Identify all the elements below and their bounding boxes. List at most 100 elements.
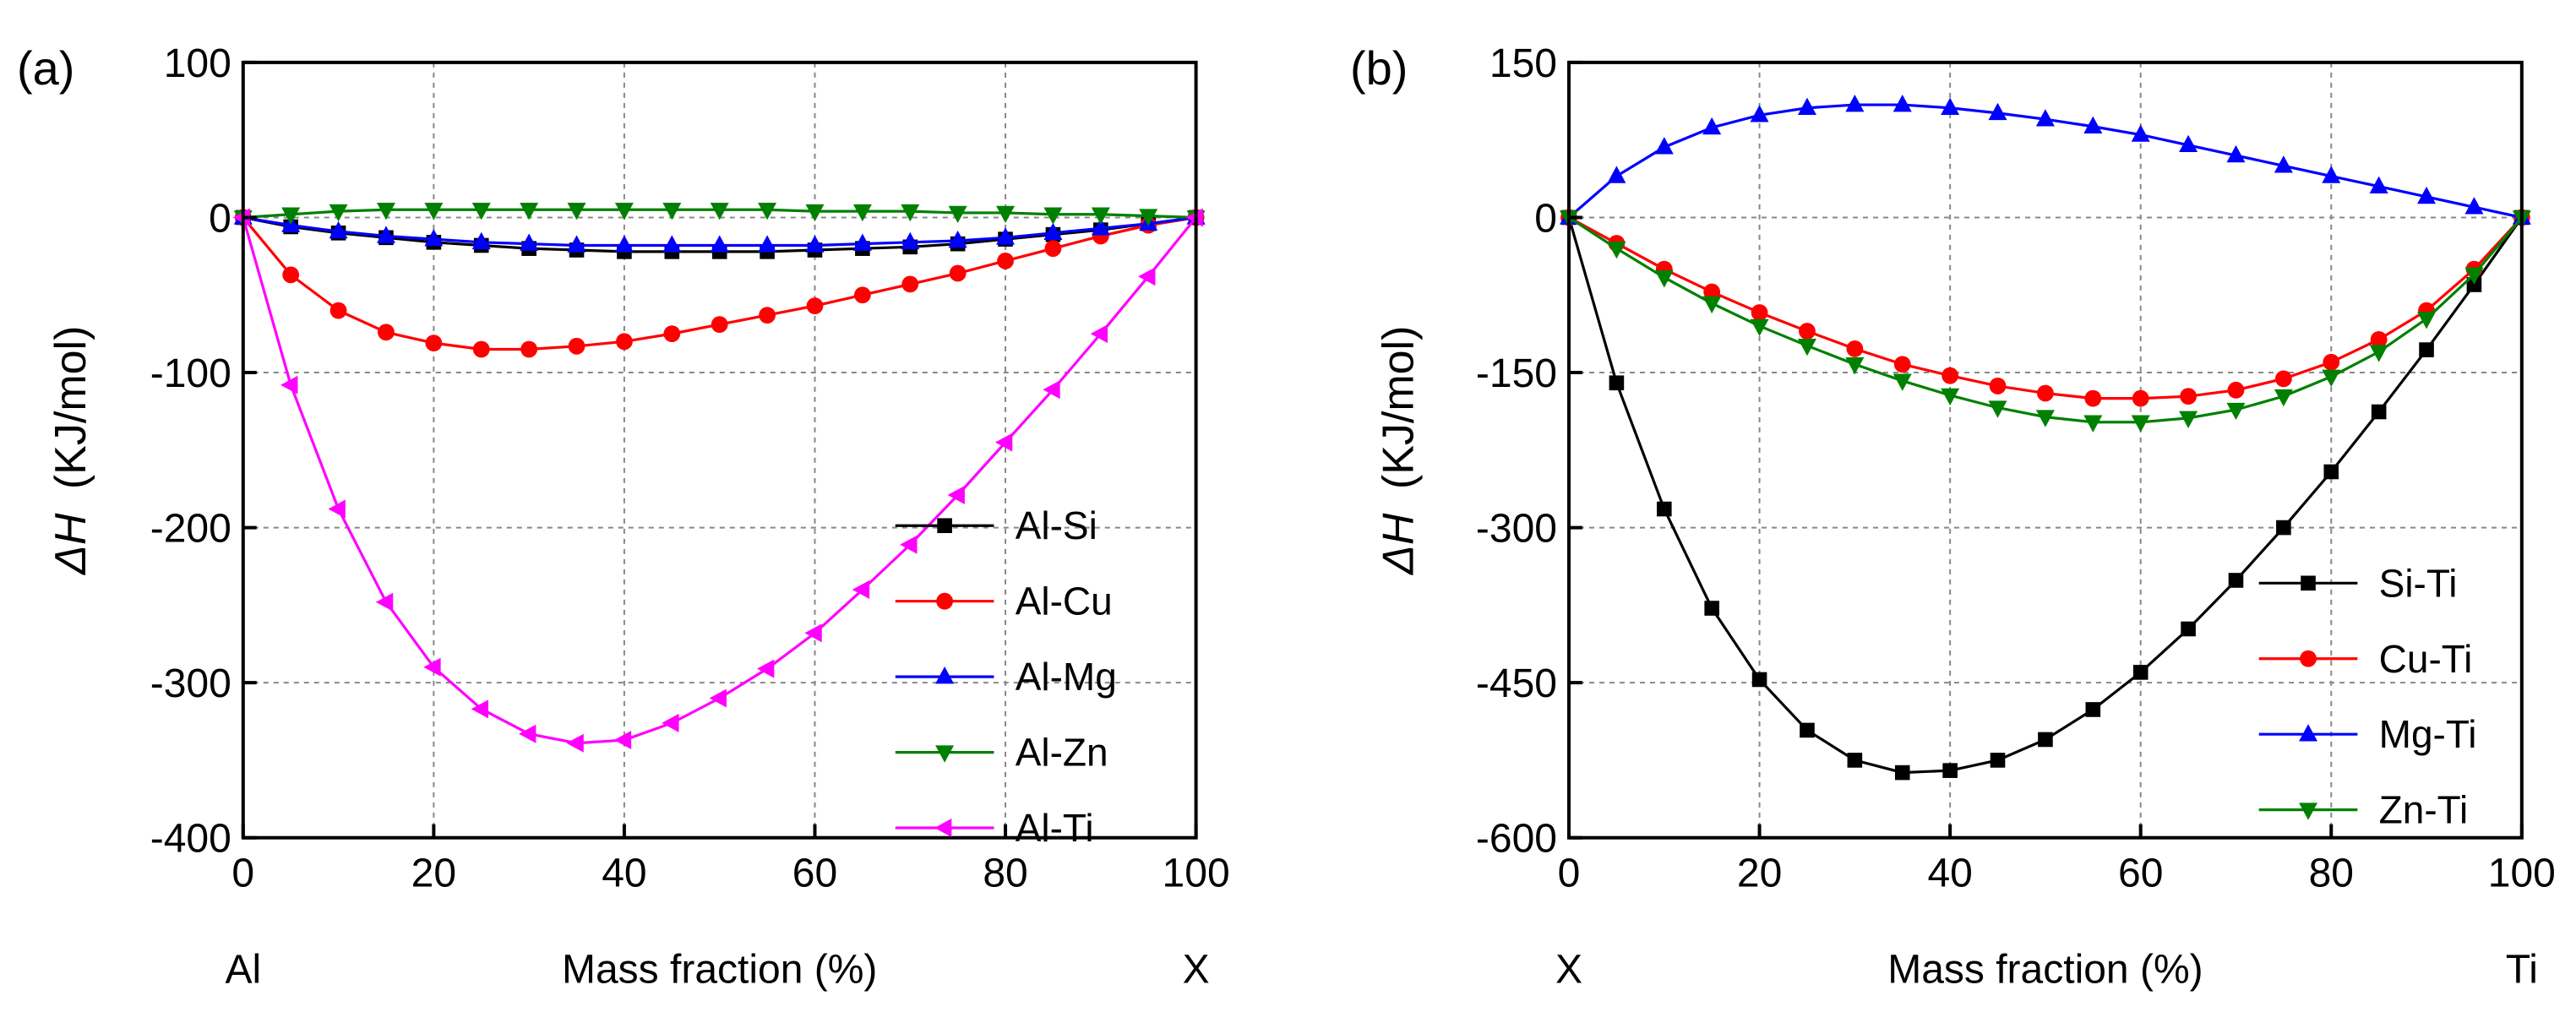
data-point: [2179, 411, 2198, 428]
data-point: [2083, 116, 2103, 134]
data-point: [947, 486, 965, 505]
data-point: [520, 233, 539, 251]
data-point: [1043, 380, 1060, 400]
data-point: [1607, 241, 1626, 259]
data-point: [997, 252, 1014, 269]
y-tick-label: -300: [1476, 507, 1557, 552]
y-tick-label: -300: [150, 661, 231, 706]
data-point: [282, 266, 300, 284]
data-point: [758, 235, 777, 253]
panel-b-ylabel: ΔH (KJ/mol): [1374, 326, 1423, 576]
data-point: [472, 340, 490, 358]
data-point: [471, 203, 491, 220]
panel-a-ylabel-text: ΔH (KJ/mol): [46, 326, 95, 576]
data-point: [901, 231, 920, 250]
data-point: [663, 325, 681, 343]
data-point: [1942, 367, 1959, 384]
legend-label: Zn-Ti: [2379, 788, 2469, 832]
data-point: [1090, 324, 1108, 344]
panel-b-ylabel-unit: (KJ/mol): [1374, 326, 1423, 490]
data-point: [281, 207, 301, 225]
legend-item-al-mg: Al-Mg: [895, 655, 1117, 699]
data-point: [1043, 207, 1063, 225]
data-point: [2322, 166, 2341, 183]
data-point: [1043, 222, 1063, 241]
series-al-ti: [232, 208, 1203, 753]
data-point: [2274, 389, 2293, 407]
panel-a-series: [232, 203, 1206, 753]
data-point: [948, 230, 967, 248]
legend-item-zn-ti: Zn-Ti: [2258, 788, 2469, 832]
panel-b-label: (b): [1350, 41, 1408, 95]
panel-b: (b) ΔH (KJ/mol) 0 20 40 60 80 100 -600 -450 -300…: [1350, 41, 2556, 993]
data-point: [759, 307, 776, 324]
data-point: [1797, 338, 1816, 356]
data-point: [2464, 197, 2484, 215]
data-point: [2274, 155, 2293, 173]
data-point: [2323, 464, 2339, 480]
plot-frame: [241, 60, 1198, 840]
data-point: [2038, 732, 2053, 748]
data-point: [948, 205, 967, 224]
y-tick-label: 100: [164, 41, 231, 86]
data-point: [375, 592, 394, 612]
legend-marker: [935, 745, 955, 763]
data-point: [852, 580, 870, 600]
x-tick-label: 20: [411, 851, 456, 896]
legend-label: Al-Si: [1016, 503, 1097, 547]
data-point: [1702, 117, 1722, 135]
series-al-zn: [233, 203, 1206, 228]
data-point: [1941, 388, 1960, 406]
data-point: [804, 623, 822, 643]
data-point: [2131, 124, 2150, 142]
data-point: [1845, 356, 1865, 375]
data-point: [2227, 381, 2245, 399]
panel-a-label: (a): [17, 41, 74, 95]
data-point: [2083, 415, 2103, 433]
data-point: [662, 203, 682, 220]
data-point: [756, 659, 775, 678]
x-tick-label: 0: [231, 851, 254, 896]
data-point: [1654, 137, 1674, 155]
y-tick-label: -200: [150, 507, 231, 552]
y-tick-label: -600: [1476, 817, 1557, 862]
panel-a-ticks: 0 20 40 60 80 100 -400 -300 -200 -100 0 100: [150, 41, 1230, 896]
panel-a-xlabel-left: Al: [225, 948, 261, 993]
panel-b-grid: [1569, 62, 2522, 838]
data-point: [2322, 369, 2341, 388]
x-tick-label: 100: [2488, 851, 2556, 896]
legend-label: Al-Ti: [1016, 806, 1094, 850]
data-point: [806, 297, 824, 314]
legend-item-al-si: Al-Si: [895, 503, 1097, 547]
plot-frame: [1567, 60, 2524, 840]
data-point: [2419, 342, 2434, 357]
y-tick-label: 0: [209, 196, 231, 241]
data-point: [2037, 384, 2054, 402]
data-point: [1893, 373, 1912, 391]
data-point: [520, 203, 539, 220]
data-point: [519, 724, 536, 743]
data-point: [2370, 330, 2388, 348]
series-mg-ti: [1560, 94, 2531, 225]
data-point: [710, 235, 729, 253]
data-point: [996, 205, 1016, 224]
data-point: [709, 688, 727, 708]
data-point: [2181, 621, 2196, 637]
panel-a-grid: [242, 62, 1196, 838]
legend-item-al-cu: Al-Cu: [895, 579, 1113, 623]
panel-a-ylabel: ΔH (KJ/mol): [46, 326, 95, 576]
data-point: [1893, 94, 1912, 112]
data-point: [1138, 267, 1156, 286]
panel-a-ylabel-unit: (KJ/mol): [46, 326, 95, 490]
x-tick-label: 40: [1927, 851, 1972, 896]
data-point: [2226, 402, 2246, 421]
panel-b-xlabel: Mass fraction (%): [1887, 948, 2203, 993]
x-tick-label: 60: [792, 851, 837, 896]
y-tick-label: -450: [1476, 661, 1557, 706]
x-tick-label: 40: [602, 851, 646, 896]
data-point: [1800, 722, 1815, 738]
data-point: [662, 713, 679, 732]
legend-item-si-ti: Si-Ti: [2258, 561, 2458, 605]
data-point: [1703, 283, 1721, 301]
data-point: [853, 286, 871, 304]
